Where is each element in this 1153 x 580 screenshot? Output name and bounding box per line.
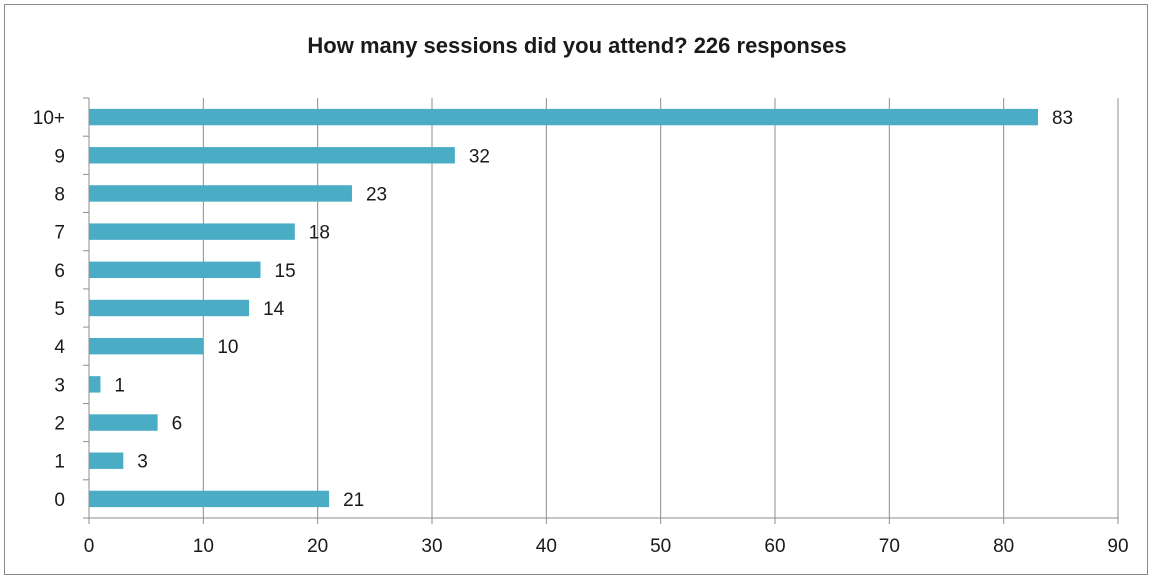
bar-3: [89, 376, 100, 392]
value-label-1: 3: [137, 452, 148, 473]
tick-label-x-40: 40: [536, 536, 557, 557]
value-label-10+: 83: [1052, 108, 1073, 129]
value-label-7: 18: [309, 223, 330, 244]
bar-2: [89, 414, 158, 430]
tick-label-x-70: 70: [879, 536, 900, 557]
value-label-4: 10: [217, 337, 238, 358]
bar-1: [89, 453, 123, 469]
bar-0: [89, 491, 329, 507]
value-label-0: 21: [343, 490, 364, 511]
tick-label-x-80: 80: [993, 536, 1014, 557]
tick-label-x-20: 20: [307, 536, 328, 557]
bar-chart: 0 10 20 30 40 50 60 70 80 900 211 32 63 14 105 146 157 18…: [5, 5, 1149, 576]
bar-9: [89, 147, 455, 163]
tick-label-x-10: 10: [193, 536, 214, 557]
bar-6: [89, 262, 261, 278]
tick-label-x-60: 60: [764, 536, 785, 557]
bar-4: [89, 338, 203, 354]
category-label-3: 3: [54, 375, 65, 396]
category-label-8: 8: [54, 184, 65, 205]
tick-label-x-50: 50: [650, 536, 671, 557]
bar-8: [89, 185, 352, 201]
bar-7: [89, 223, 295, 239]
category-label-2: 2: [54, 414, 65, 435]
category-label-1: 1: [54, 452, 65, 473]
value-label-8: 23: [366, 184, 387, 205]
category-label-5: 5: [54, 299, 65, 320]
value-label-9: 32: [469, 146, 490, 167]
category-label-4: 4: [54, 337, 65, 358]
bar-5: [89, 300, 249, 316]
value-label-5: 14: [263, 299, 285, 320]
category-label-9: 9: [54, 146, 65, 167]
category-label-7: 7: [54, 223, 65, 244]
value-label-6: 15: [275, 261, 296, 282]
chart-area: How many sessions did you attend? 226 re…: [4, 4, 1148, 575]
tick-label-x-30: 30: [421, 536, 442, 557]
bar-10+: [89, 109, 1038, 125]
tick-label-x-90: 90: [1107, 536, 1128, 557]
value-label-3: 1: [114, 375, 125, 396]
category-label-0: 0: [54, 490, 65, 511]
tick-label-x-0: 0: [84, 536, 95, 557]
value-label-2: 6: [172, 414, 183, 435]
category-label-10+: 10+: [33, 108, 65, 129]
category-label-6: 6: [54, 261, 65, 282]
